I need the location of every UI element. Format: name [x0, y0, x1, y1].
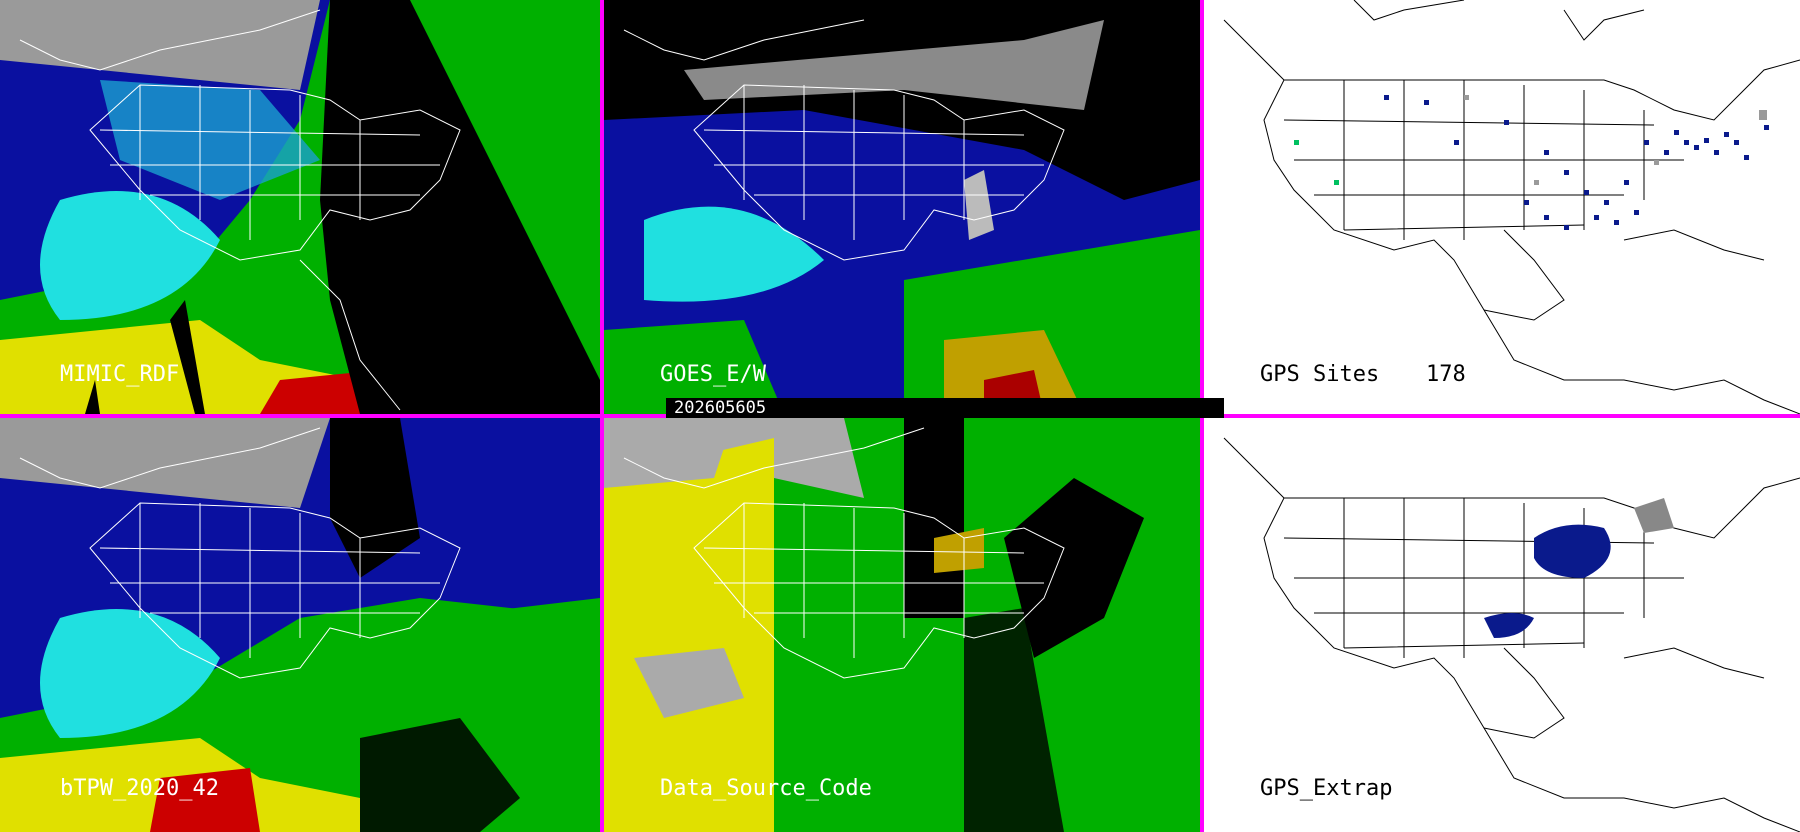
panel-label: GPS_Extrap	[1260, 776, 1393, 801]
timestamp-bar: 202605605	[666, 398, 1224, 418]
gps-extrap-map	[1223, 437, 1800, 832]
panel-label: MIMIC_RDF	[60, 362, 180, 387]
panel-label: GOES_E/W	[660, 362, 766, 387]
goes-ew-map	[604, 0, 1200, 414]
panel-gps-extrap: GPS_Extrap	[1204, 418, 1800, 832]
panel-mimic-rdf: MIMIC_RDF	[0, 0, 600, 414]
panel-goes-ew: GOES_E/W	[604, 0, 1200, 414]
gps-sites-map	[1223, 0, 1800, 414]
data-source-code-map	[604, 418, 1200, 832]
panel-label: Data_Source_Code	[660, 776, 872, 801]
mimic-rdf-map	[0, 0, 600, 414]
panel-label: GPS Sites	[1260, 362, 1380, 387]
panel-data-source-code: Data_Source_Code	[604, 418, 1200, 832]
panel-gps-sites: GPS Sites 178	[1204, 0, 1800, 414]
btpw-map	[0, 418, 600, 832]
panel-btpw: bTPW_2020_42	[0, 418, 600, 832]
gps-site-count: 178	[1426, 362, 1466, 387]
panel-label: bTPW_2020_42	[60, 776, 219, 801]
